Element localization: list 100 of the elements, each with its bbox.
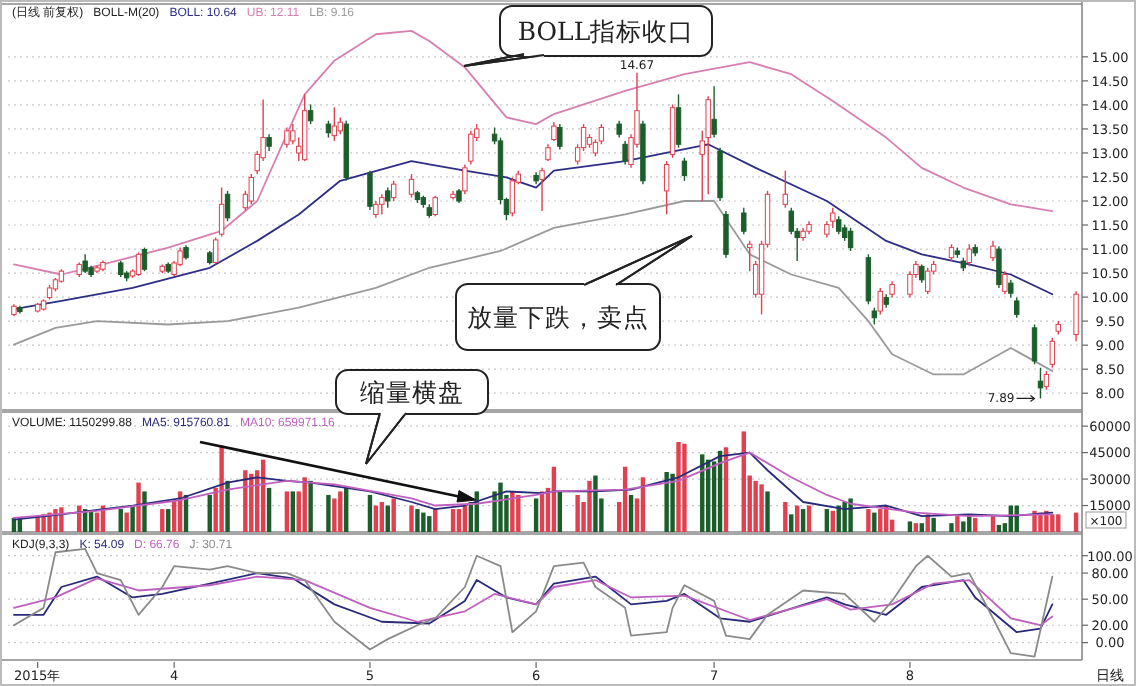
- bar: [783, 502, 788, 532]
- candlestick: [711, 85, 717, 139]
- bar: [1050, 514, 1055, 532]
- candlestick: [218, 186, 225, 238]
- bar: [219, 445, 224, 532]
- bar: [59, 507, 64, 532]
- candlestick: [1031, 323, 1038, 366]
- candlestick: [367, 170, 373, 211]
- candlestick: [1049, 337, 1056, 369]
- bar: [866, 509, 871, 532]
- candlestick: [331, 106, 338, 142]
- bar: [225, 480, 230, 532]
- bar: [130, 505, 135, 532]
- bar: [415, 509, 420, 532]
- candlestick: [177, 246, 183, 268]
- candlestick: [224, 190, 231, 222]
- bar: [266, 487, 272, 532]
- bar: [996, 524, 1002, 532]
- bar: [759, 484, 764, 532]
- bar: [789, 514, 794, 532]
- candlestick: [539, 167, 545, 212]
- candlestick: [669, 103, 676, 159]
- candlestick: [1014, 296, 1020, 319]
- candlestick: [925, 267, 931, 295]
- bar: [166, 509, 171, 532]
- bar: [913, 523, 919, 532]
- bar: [367, 494, 373, 532]
- candlestick: [408, 173, 415, 199]
- bar: [794, 505, 800, 532]
- bar: [806, 505, 812, 532]
- bar: [800, 509, 806, 532]
- bar: [533, 498, 539, 532]
- candlestick: [622, 140, 628, 166]
- annotation: 放量下跌，卖点: [467, 302, 649, 332]
- candlestick: [307, 103, 314, 125]
- bar: [824, 509, 830, 532]
- candlestick: [557, 123, 563, 151]
- bar: [628, 494, 634, 532]
- bar: [142, 491, 147, 532]
- candlestick: [509, 176, 516, 218]
- bar: [409, 505, 414, 532]
- bar: [878, 509, 883, 532]
- bar: [326, 494, 331, 532]
- bar: [931, 517, 936, 532]
- candlestick: [919, 263, 925, 284]
- candlestick: [847, 227, 854, 252]
- bar: [290, 491, 296, 532]
- annotation: BOLL指标收口: [517, 16, 695, 46]
- bar: [949, 523, 954, 532]
- bar: [338, 491, 343, 532]
- bar: [427, 516, 432, 532]
- candlestick: [723, 210, 729, 259]
- bar: [160, 509, 165, 532]
- candlestick: [468, 130, 474, 166]
- candlestick: [1002, 270, 1008, 295]
- bar: [575, 494, 580, 532]
- bar: [385, 505, 390, 532]
- bar: [753, 480, 758, 532]
- bar: [373, 505, 379, 532]
- candlestick: [1043, 370, 1050, 391]
- bar: [872, 512, 877, 532]
- bar: [498, 482, 503, 532]
- bar: [842, 502, 847, 532]
- candlestick: [248, 173, 254, 206]
- candlestick: [141, 246, 148, 272]
- candlestick: [681, 157, 688, 182]
- candlestick: [663, 160, 670, 216]
- candlestick: [390, 180, 397, 202]
- candlestick: [379, 193, 385, 216]
- candlestick: [135, 251, 142, 277]
- bar: [332, 498, 337, 532]
- bar: [450, 509, 456, 532]
- candlestick: [966, 243, 972, 268]
- bar: [830, 510, 835, 532]
- annotation: 缩量横盘: [360, 377, 464, 407]
- bar: [1056, 514, 1061, 532]
- bar: [907, 521, 913, 532]
- candlestick: [284, 126, 290, 149]
- bar: [670, 473, 675, 532]
- bar: [124, 512, 129, 532]
- candlestick: [741, 207, 747, 235]
- bar: [919, 523, 924, 532]
- bar: [765, 491, 770, 532]
- candlestick: [462, 163, 468, 195]
- bar: [391, 498, 396, 532]
- bar: [207, 494, 212, 532]
- callout: 放量下跌，卖点: [455, 235, 693, 351]
- candlestick: [865, 253, 872, 305]
- candlestick: [990, 240, 996, 262]
- candlestick: [782, 170, 789, 209]
- bar: [682, 443, 687, 532]
- bar: [308, 480, 313, 532]
- candlestick: [212, 236, 219, 266]
- bar: [492, 491, 497, 532]
- candlestick: [877, 287, 883, 316]
- candlestick: [705, 95, 711, 195]
- bar: [243, 470, 248, 532]
- candlestick: [1037, 367, 1044, 400]
- bar: [955, 516, 960, 532]
- candlestick: [432, 195, 438, 218]
